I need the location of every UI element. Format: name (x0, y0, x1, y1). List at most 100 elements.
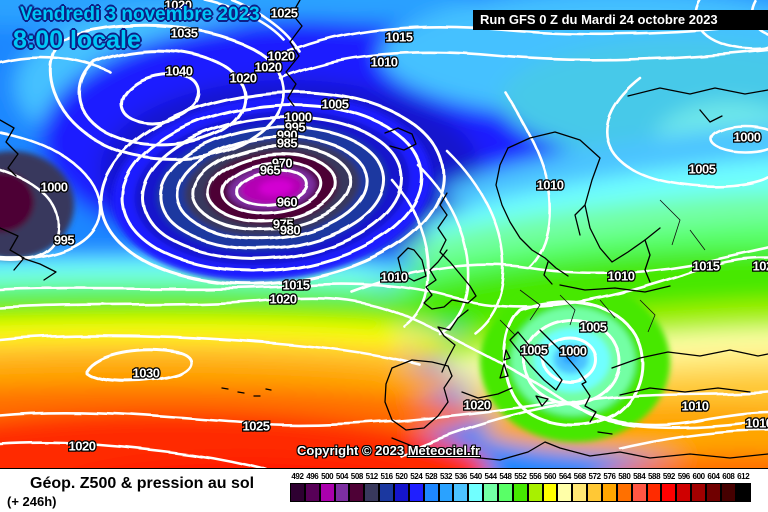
legend-value: 524 (410, 472, 423, 481)
legend-value: 556 (529, 472, 542, 481)
legend-entry: 584 (631, 472, 647, 512)
pressure-label: 1025 (271, 5, 298, 20)
legend-entry: 528 (423, 472, 439, 512)
pressure-label: 970 (272, 155, 292, 170)
pressure-label: 1020 (69, 438, 96, 453)
legend-color-swatch (706, 483, 721, 502)
legend-color-swatch (720, 483, 736, 502)
legend-entry: 556 (527, 472, 543, 512)
legend-entry: 600 (691, 472, 707, 512)
legend-color-swatch (498, 483, 513, 502)
pressure-label: 990 (277, 127, 297, 142)
legend-color-swatch (453, 483, 469, 502)
legend-value: 532 (439, 472, 453, 481)
pressure-label: 1020 (753, 258, 768, 273)
legend-entry: 508 (349, 472, 365, 512)
pressure-label: 1035 (171, 25, 198, 40)
legend-color-swatch (319, 483, 335, 502)
legend-entry: 552 (512, 472, 528, 512)
pressure-label: 1015 (386, 29, 413, 44)
legend-entry: 536 (453, 472, 469, 512)
legend-color-swatch (408, 483, 424, 502)
forecast-offset: (+ 246h) (7, 494, 57, 509)
pressure-label: 1020 (165, 0, 192, 12)
legend-entry: 544 (483, 472, 499, 512)
pressure-label: 1010 (371, 54, 398, 69)
legend-color-swatch (290, 483, 305, 502)
legend-color-swatch (735, 483, 751, 502)
legend-value: 584 (633, 472, 646, 481)
pressure-label: 1005 (521, 342, 548, 357)
legend-color-swatch (423, 483, 439, 502)
legend-value: 508 (350, 472, 364, 481)
pressure-label: 1000 (41, 179, 68, 194)
legend-entry: 496 (304, 472, 320, 512)
legend-value: 536 (454, 472, 468, 481)
legend-color-swatch (542, 483, 558, 502)
legend-color-swatch (572, 483, 588, 502)
pressure-label: 1020 (255, 59, 282, 74)
legend-value: 548 (499, 472, 512, 481)
legend-color-swatch (379, 483, 395, 502)
pressure-label: 1030 (133, 365, 160, 380)
legend-color-swatch (587, 483, 603, 502)
legend-value: 492 (291, 472, 304, 481)
legend-value: 544 (484, 472, 498, 481)
legend-color-swatch (602, 483, 617, 502)
legend-color-swatch (349, 483, 365, 502)
legend-entry: 500 (319, 472, 335, 512)
pressure-label: 1010 (682, 398, 709, 413)
pressure-label: 995 (285, 119, 305, 134)
legend-color-swatch (646, 483, 662, 502)
pressure-label: 1020 (230, 70, 257, 85)
legend-value: 588 (647, 472, 661, 481)
legend-value: 528 (425, 472, 438, 481)
legend-color-swatch (631, 483, 647, 502)
legend-value: 520 (395, 472, 408, 481)
pressure-label: 1000 (734, 129, 761, 144)
legend-color-swatch (483, 483, 499, 502)
pressure-label: 1010 (537, 177, 564, 192)
legend-value: 596 (677, 472, 691, 481)
legend-value: 560 (543, 472, 557, 481)
pressure-label: 1000 (285, 109, 312, 124)
legend-value: 608 (722, 472, 735, 481)
pressure-label: 960 (277, 194, 297, 209)
pressure-label: 1005 (580, 319, 607, 334)
legend-entry: 588 (646, 472, 662, 512)
legend-value: 496 (306, 472, 319, 481)
legend-entry: 580 (616, 472, 632, 512)
product-title-box: Géop. Z500 & pression au sol (+ 246h) (0, 469, 290, 512)
legend-entry: 564 (557, 472, 573, 512)
legend-entry: 604 (706, 472, 721, 512)
legend-value: 612 (737, 472, 750, 481)
footer-bar: Géop. Z500 & pression au sol (+ 246h) 49… (0, 468, 768, 512)
pressure-label: 1005 (689, 161, 716, 176)
pressure-label: 1040 (166, 63, 193, 78)
legend-color-swatch (364, 483, 380, 502)
pressure-label: 995 (54, 232, 74, 247)
legend-entry: 592 (661, 472, 677, 512)
legend-value: 500 (321, 472, 334, 481)
legend-color-swatch (438, 483, 454, 502)
pressure-label: 980 (280, 222, 300, 237)
pressure-label: 1020 (268, 48, 295, 63)
pressure-label: 1020 (270, 291, 297, 306)
legend-entry: 492 (290, 472, 305, 512)
coastlines (0, 0, 768, 461)
legend-color-swatch (304, 483, 320, 502)
forecast-date-label: Vendredi 3 novembre 2023 (20, 4, 260, 25)
pressure-label: 975 (273, 216, 293, 231)
pressure-label: 1025 (243, 418, 270, 433)
copyright-notice: Copyright © 2023 Meteociel.fr (297, 443, 480, 458)
legend-color-swatch (394, 483, 409, 502)
pressure-labels: 1020102510351040102510201020102010151010… (39, 0, 768, 455)
legend-value: 564 (558, 472, 572, 481)
forecast-time-label: 8:00 locale (13, 26, 141, 54)
legend-entry: 596 (676, 472, 692, 512)
pressure-label: 1025 (173, 7, 200, 22)
meteociel-link[interactable]: Meteociel.fr (407, 443, 480, 458)
